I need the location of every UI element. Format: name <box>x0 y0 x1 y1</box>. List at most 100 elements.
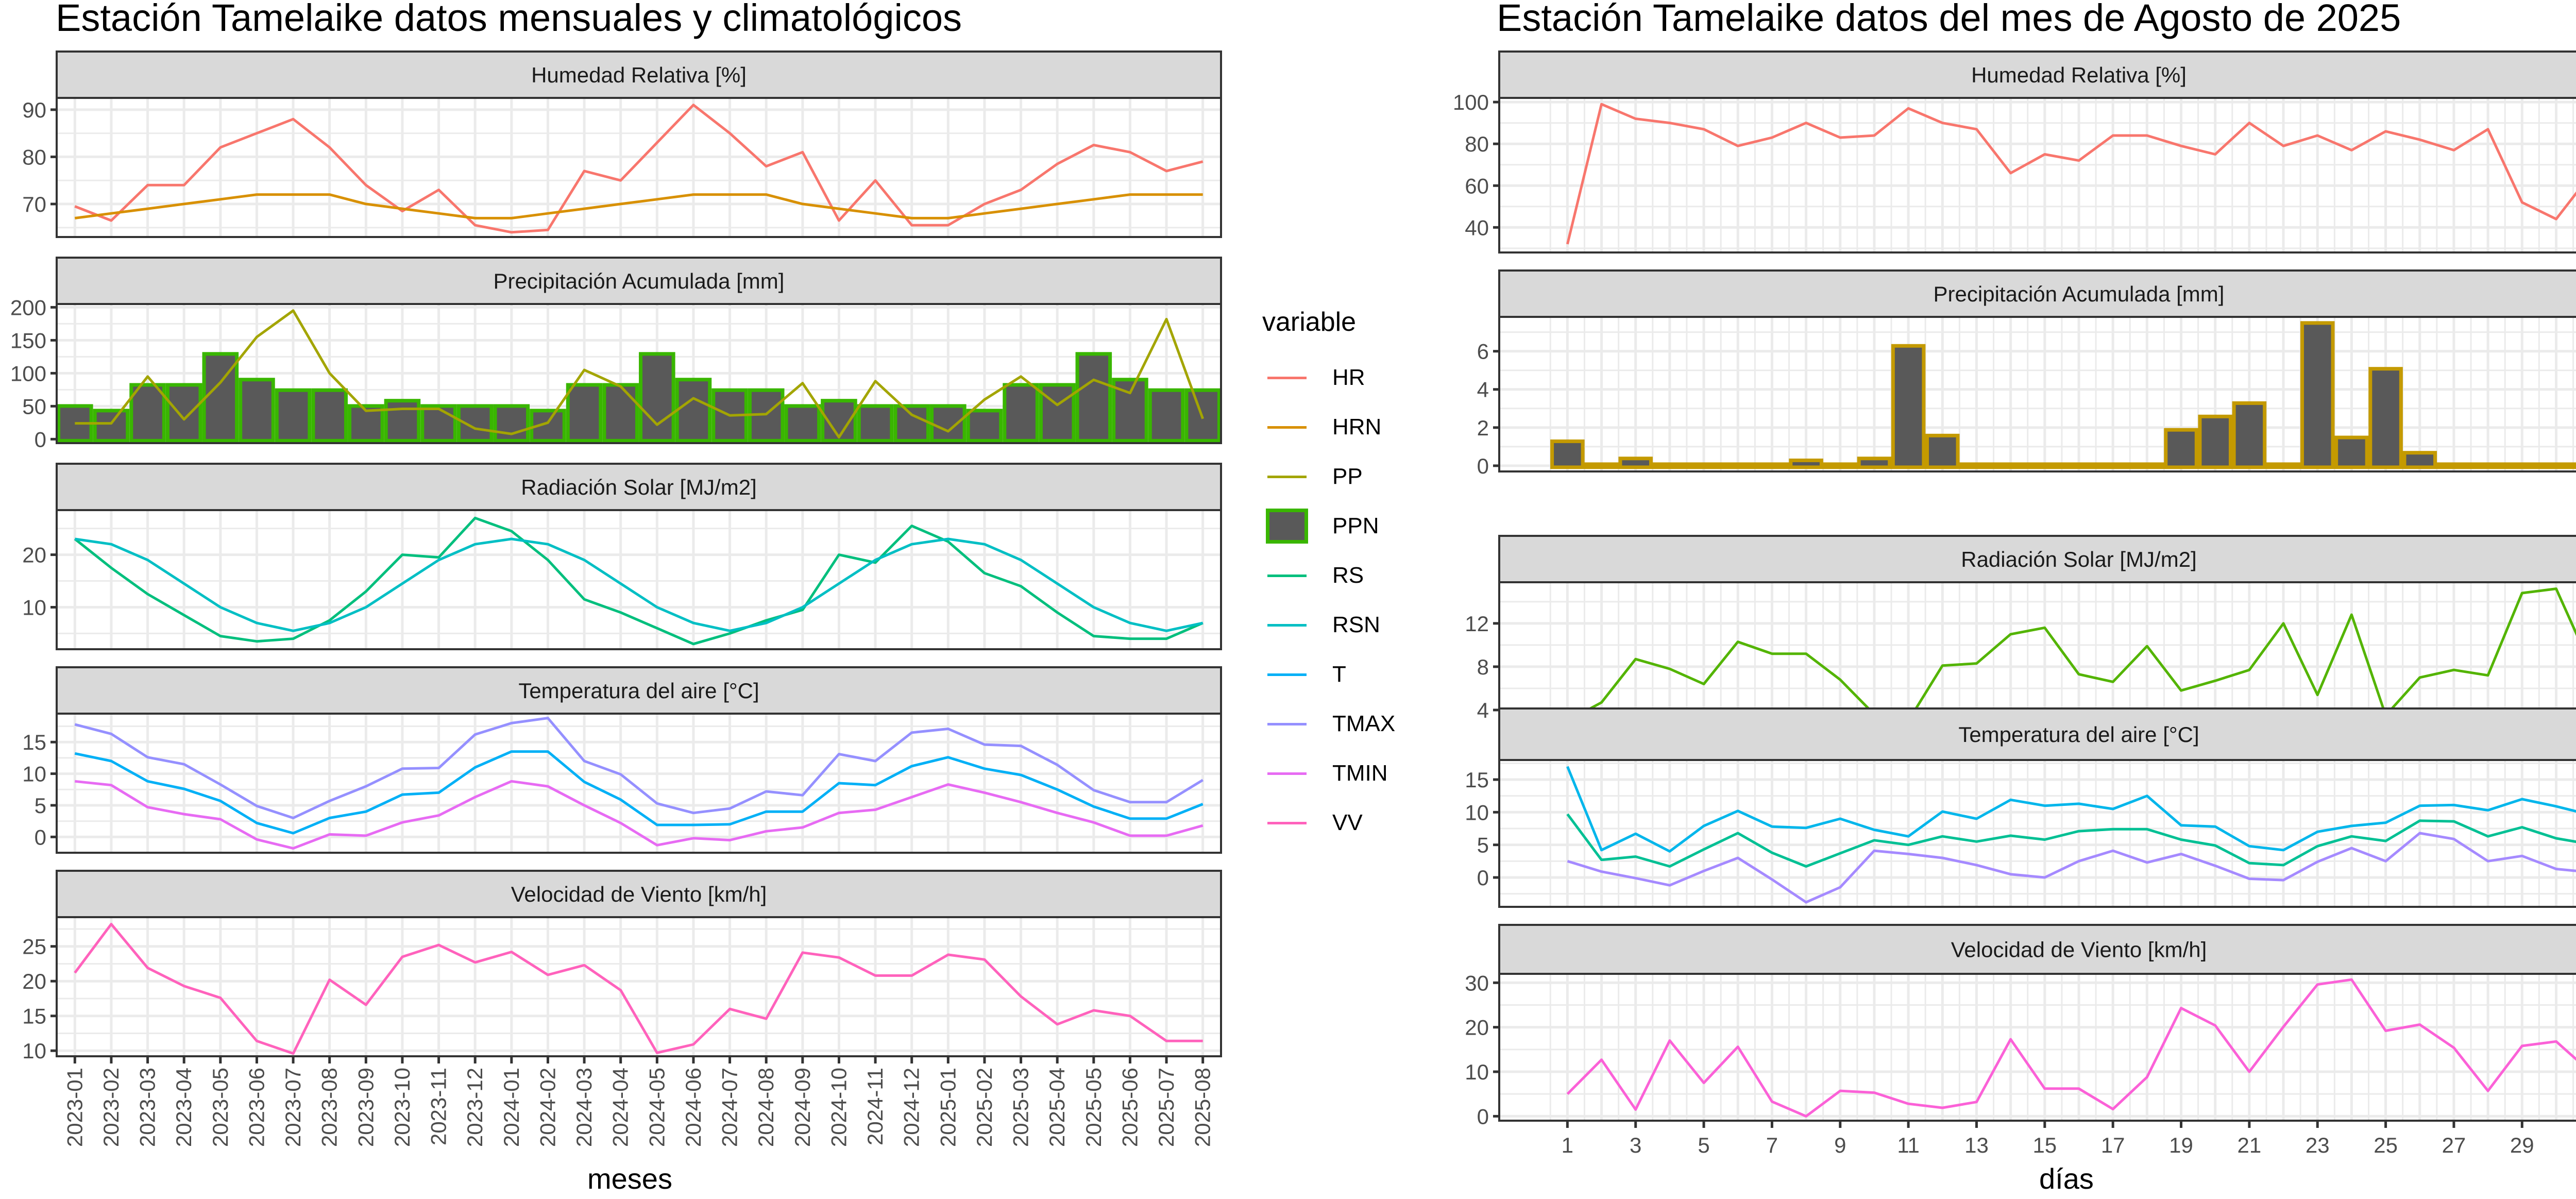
legend-key-swatch <box>1262 600 1312 650</box>
legend-key-swatch <box>1262 501 1312 551</box>
series-line-PP <box>75 309 1205 438</box>
left-legend-item-rsn: RSN <box>1262 600 1395 650</box>
x-tick-label: 2025-06 <box>1117 1068 1142 1147</box>
panel-background <box>1499 974 2576 1121</box>
series-line-TMIN <box>75 780 1204 850</box>
facet-strip <box>1498 535 2576 583</box>
x-tick-label: 2024-11 <box>863 1068 887 1145</box>
facet-strip <box>1498 269 2576 318</box>
y-tick-label: 6 <box>1477 340 1489 364</box>
right-panel-3: Temperatura del aire [°C] 0 5 10 15 <box>1465 707 2576 908</box>
panel-border <box>1498 973 2576 1122</box>
x-tick-label: 2023-08 <box>317 1068 342 1147</box>
y-tick-label: 60 <box>1465 174 1489 198</box>
bar-PPN-2023-07 <box>275 388 312 443</box>
x-tick-label: 2024-08 <box>754 1068 778 1147</box>
x-tick-label: 17 <box>2101 1133 2125 1157</box>
facet-strip <box>1498 707 2576 761</box>
panel-border <box>1498 97 2576 254</box>
series-line-HR <box>74 104 1204 234</box>
x-tick-label: 2025-03 <box>1009 1068 1033 1147</box>
x-tick-label: 2024-09 <box>790 1068 815 1147</box>
bar-PPN-2025-03 <box>1003 383 1039 443</box>
facet-strip-label: Radiación Solar [MJ/m2] <box>1961 547 2197 571</box>
bar-PP-6 <box>1720 462 1755 469</box>
legend-label: RS <box>1332 563 1364 588</box>
y-tick-label: 12 <box>1465 612 1489 636</box>
left-legend-item-t: T <box>1262 650 1395 699</box>
right-x-axis-title: días <box>2039 1162 2094 1195</box>
y-tick-label: 8 <box>1477 655 1489 679</box>
bar-PPN-2023-06 <box>239 378 275 443</box>
facet-strip <box>56 463 1222 511</box>
legend-line-swatch <box>1267 376 1307 379</box>
facet-strip-label: Humedad Relativa [%] <box>531 63 747 87</box>
bar-PPN-2025-06 <box>1112 378 1148 443</box>
y-tick-label: 70 <box>22 192 46 216</box>
y-tick-label: 0 <box>1477 454 1489 478</box>
y-tick-label: 30 <box>1465 971 1489 995</box>
x-tick-label: 2024-12 <box>900 1068 924 1147</box>
y-tick-label: 50 <box>22 394 46 418</box>
left-legend-item-tmax: TMAX <box>1262 699 1395 749</box>
facet-strip-label: Humedad Relativa [%] <box>1971 63 2187 87</box>
panel-border <box>56 303 1222 444</box>
left-chart: Humedad Relativa [%] 70 80 90 Precipitación … <box>10 50 1222 1147</box>
legend-key-swatch <box>1262 798 1312 848</box>
y-tick-label: 80 <box>22 145 46 169</box>
facet-strip-label: Temperatura del aire [°C] <box>1958 722 2199 747</box>
y-tick-label: 100 <box>10 361 46 385</box>
legend-key-swatch <box>1262 749 1312 798</box>
left-legend-title: variable <box>1262 307 1357 337</box>
x-tick-label: 2024-06 <box>681 1068 705 1147</box>
left-panel-3: Temperatura del aire [°C] 0 5 10 15 <box>22 666 1222 854</box>
left-legend-item-ppn: PPN <box>1262 501 1395 551</box>
x-tick-label: 2024-10 <box>826 1068 851 1147</box>
bar-PP-8 <box>1789 458 1823 469</box>
y-tick-label: 20 <box>22 969 46 993</box>
bar-PP-14 <box>1993 462 2028 469</box>
bar-PPN-2024-11 <box>857 404 894 443</box>
bar-PP-28 <box>2470 462 2505 469</box>
panel-background <box>1499 760 2576 907</box>
legend-label: T <box>1332 662 1346 687</box>
series-line-VV <box>74 923 1203 1055</box>
panel-border <box>1498 316 2576 472</box>
left-panel-0: Humedad Relativa [%] 70 80 90 <box>22 50 1222 238</box>
legend-line-swatch <box>1267 821 1307 824</box>
x-tick-label: 2025-04 <box>1045 1068 1069 1147</box>
series-line-T <box>74 750 1204 835</box>
x-tick-label: 2024-04 <box>608 1068 633 1147</box>
facet-strip-label: Radiación Solar [MJ/m2] <box>521 475 757 499</box>
bar-PP-11 <box>1891 344 1926 469</box>
x-tick-label: 21 <box>2238 1133 2262 1157</box>
bar-PP-5 <box>1686 462 1721 469</box>
legend-line-swatch <box>1267 475 1307 478</box>
y-tick-label: 0 <box>35 825 46 849</box>
bar-PP-23 <box>2300 321 2335 469</box>
x-tick-label: 2025-05 <box>1081 1068 1106 1147</box>
legend-label: VV <box>1332 810 1363 835</box>
legend-line-swatch <box>1267 673 1307 676</box>
series-line-TMAX <box>74 717 1204 819</box>
y-tick-label: 80 <box>1465 132 1489 156</box>
bar-PPN-2024-09 <box>784 404 821 443</box>
x-tick-label: 27 <box>2442 1133 2466 1157</box>
bar-PPN-2024-03 <box>566 383 603 443</box>
x-tick-label: 15 <box>2032 1133 2057 1157</box>
y-tick-label: 90 <box>22 98 46 122</box>
bar-PP-29 <box>2505 462 2539 469</box>
legend-key-swatch <box>1262 650 1312 699</box>
bar-PPN-2024-12 <box>893 404 930 443</box>
legend-label: TMIN <box>1332 761 1388 786</box>
bar-PP-15 <box>2027 462 2062 469</box>
panel-border <box>1498 759 2576 908</box>
panel-border <box>56 509 1222 650</box>
bar-PP-10 <box>1857 457 1892 469</box>
bar-PP-27 <box>2436 462 2471 469</box>
y-tick-label: 15 <box>1465 768 1489 792</box>
panel-background <box>57 510 1221 649</box>
left-legend-item-tmin: TMIN <box>1262 749 1395 798</box>
